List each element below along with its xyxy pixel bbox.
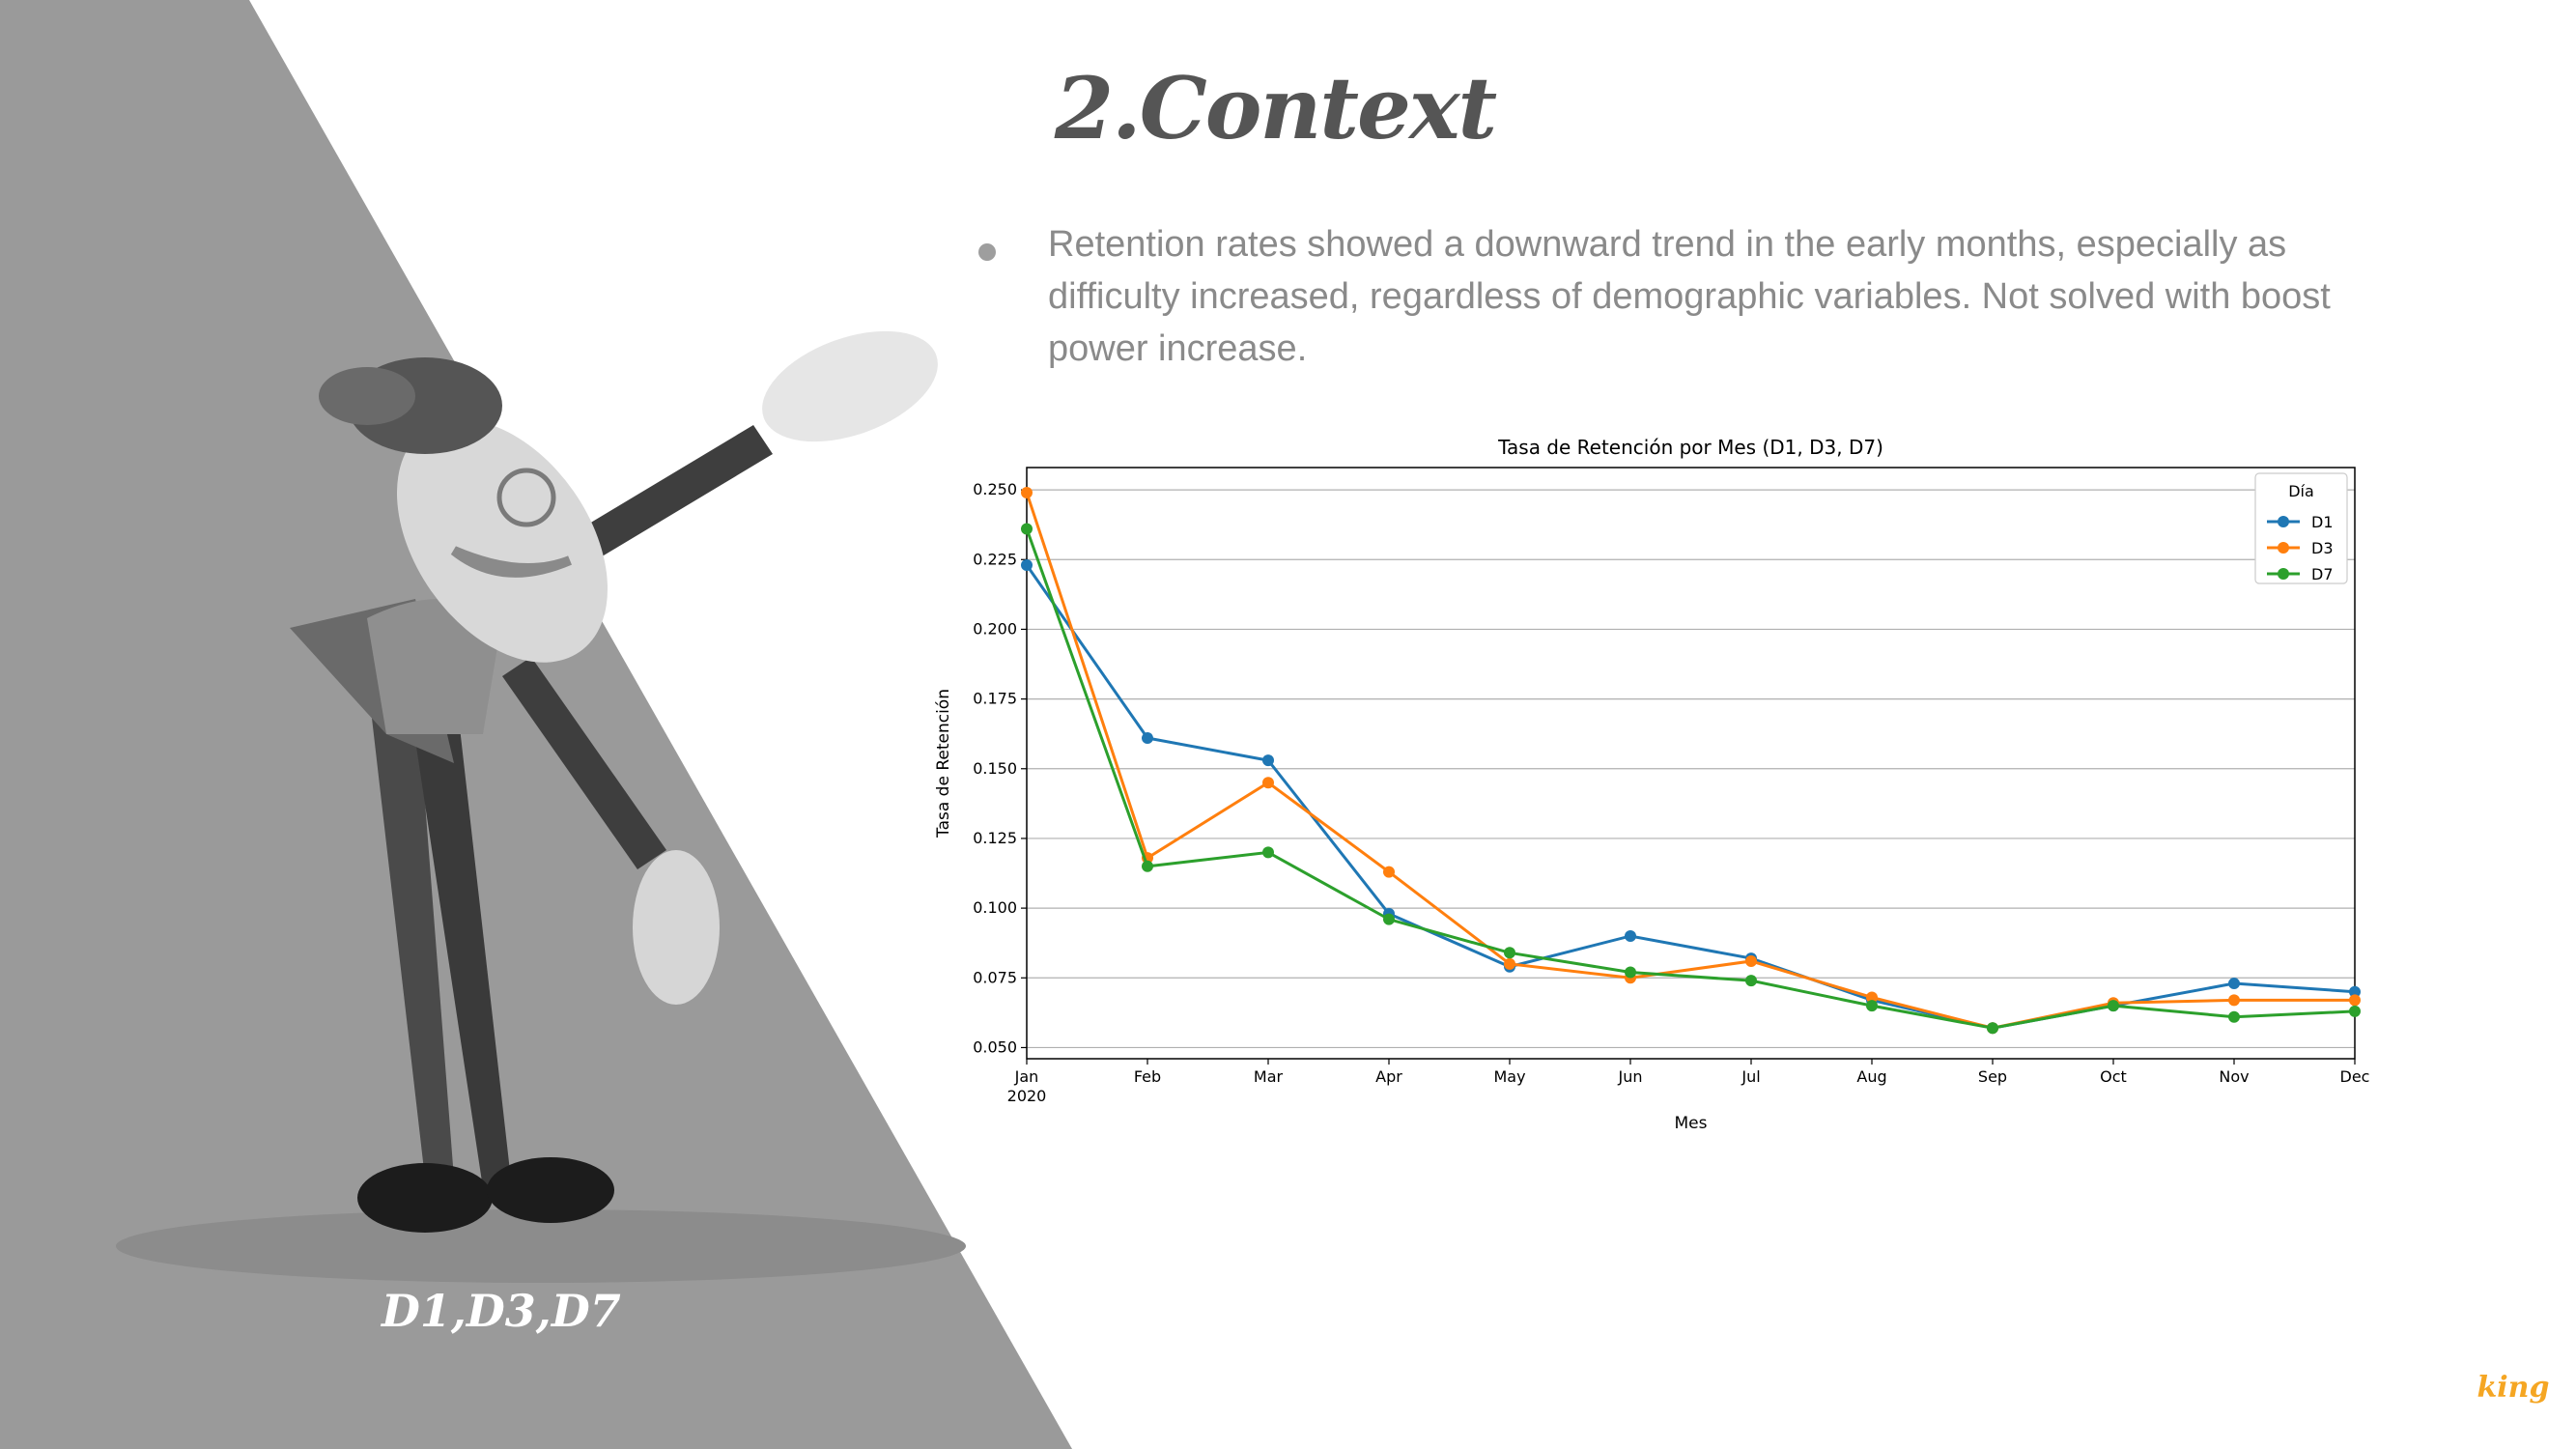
data-point (2108, 1000, 2119, 1012)
legend-box (2254, 472, 2348, 584)
data-point (1142, 732, 1153, 745)
data-point (1383, 866, 1395, 878)
king-logo: king (2477, 1371, 2550, 1405)
data-point (2349, 985, 2361, 998)
data-point (1866, 991, 1878, 1004)
legend-marker (2278, 568, 2289, 580)
data-point (1021, 486, 1033, 498)
x-tick-label: Apr (1375, 1067, 1402, 1086)
y-tick-label: 0.100 (973, 898, 1017, 917)
data-point (1262, 846, 1274, 859)
y-tick-label: 0.200 (973, 619, 1017, 638)
series-line (1025, 528, 2356, 1030)
legend-label: D7 (2311, 565, 2334, 583)
plot-frame (1026, 467, 2356, 1060)
data-point (2228, 978, 2240, 990)
data-point (1745, 975, 1757, 987)
bullet-point: Retention rates showed a downward trend … (976, 218, 2395, 375)
y-axis-label: Tasa de Retención (934, 689, 953, 838)
series-layer (1021, 486, 2361, 1035)
data-point (1142, 860, 1153, 872)
legend-item-d7: D7 (2267, 565, 2334, 583)
legend-label: D1 (2311, 513, 2334, 531)
data-point (1504, 947, 1515, 959)
x-tick-label: Sep (1978, 1067, 2007, 1086)
data-point (1383, 913, 1395, 925)
data-point (2349, 1005, 2361, 1017)
data-point (1504, 957, 1515, 970)
data-point (2349, 994, 2361, 1007)
y-tick-label: 0.225 (973, 550, 1017, 568)
legend-label: D3 (2311, 539, 2334, 557)
x-tick-label: Jan 2020 (1007, 1067, 1047, 1105)
data-point (2228, 994, 2240, 1007)
x-tick-label: Jun (1618, 1067, 1643, 1086)
x-tick-label: Aug (1856, 1067, 1886, 1086)
grid-layer (1027, 489, 2355, 1049)
logo-text: king (2477, 1371, 2550, 1405)
y-tick-label: 0.175 (973, 690, 1017, 708)
data-point (1625, 929, 1636, 942)
data-point (2228, 1010, 2240, 1023)
data-point (1866, 1000, 1878, 1012)
slide-title: 2.Context (1054, 58, 1497, 158)
legend-item-d1: D1 (2267, 513, 2334, 531)
chart-title: Tasa de Retención por Mes (D1, D3, D7) (1497, 436, 1883, 459)
legend-title: Día (2288, 482, 2314, 500)
caption: D1,D3,D7 (382, 1285, 621, 1337)
x-tick-label: Jul (1741, 1067, 1760, 1086)
retention-chart: 0.050 0.075 0.100 0.125 0.150 0.175 0.200 0.225… (927, 415, 2376, 1150)
bullet-icon (978, 243, 996, 261)
y-tick-label: 0.125 (973, 829, 1017, 847)
data-point (1021, 559, 1033, 572)
y-ticks: 0.050 0.075 0.100 0.125 0.150 0.175 0.200 0.225… (973, 480, 1027, 1056)
series-d1 (1021, 559, 2361, 1035)
x-tick-label: Mar (1254, 1067, 1284, 1086)
data-point (1021, 523, 1033, 535)
x-tick-label: Oct (2100, 1067, 2127, 1086)
x-tick-label: Feb (1134, 1067, 1161, 1086)
data-point (1262, 777, 1274, 789)
bullet-text: Retention rates showed a downward trend … (1048, 224, 2331, 369)
legend-marker (2278, 542, 2289, 554)
retention-chart-svg: 0.050 0.075 0.100 0.125 0.150 0.175 0.200 0.225… (934, 436, 2370, 1133)
y-tick-label: 0.250 (973, 480, 1017, 498)
y-tick-label: 0.075 (973, 968, 1017, 986)
legend: Día D1 D3 D7 (2254, 472, 2348, 584)
series-line (1025, 492, 2355, 1030)
x-axis-label: Mes (1675, 1114, 1708, 1133)
data-point (1745, 954, 1757, 967)
series-d3 (1021, 486, 2361, 1035)
legend-item-d3: D3 (2267, 539, 2334, 557)
series-d7 (1021, 523, 2361, 1035)
y-tick-label: 0.150 (973, 759, 1017, 778)
x-tick-label: Nov (2219, 1067, 2249, 1086)
legend-marker (2278, 516, 2289, 527)
data-point (1262, 754, 1274, 767)
x-tick-label: May (1493, 1067, 1525, 1086)
x-ticks: Jan 2020 Feb Mar Apr May Jun Jul Aug Sep Oct Nov Dec (1007, 1059, 2370, 1105)
y-tick-label: 0.050 (973, 1037, 1017, 1056)
series-line (1025, 564, 2356, 1030)
data-point (1625, 966, 1636, 979)
x-tick-label: Dec (2340, 1067, 2370, 1086)
data-point (1987, 1022, 1998, 1035)
